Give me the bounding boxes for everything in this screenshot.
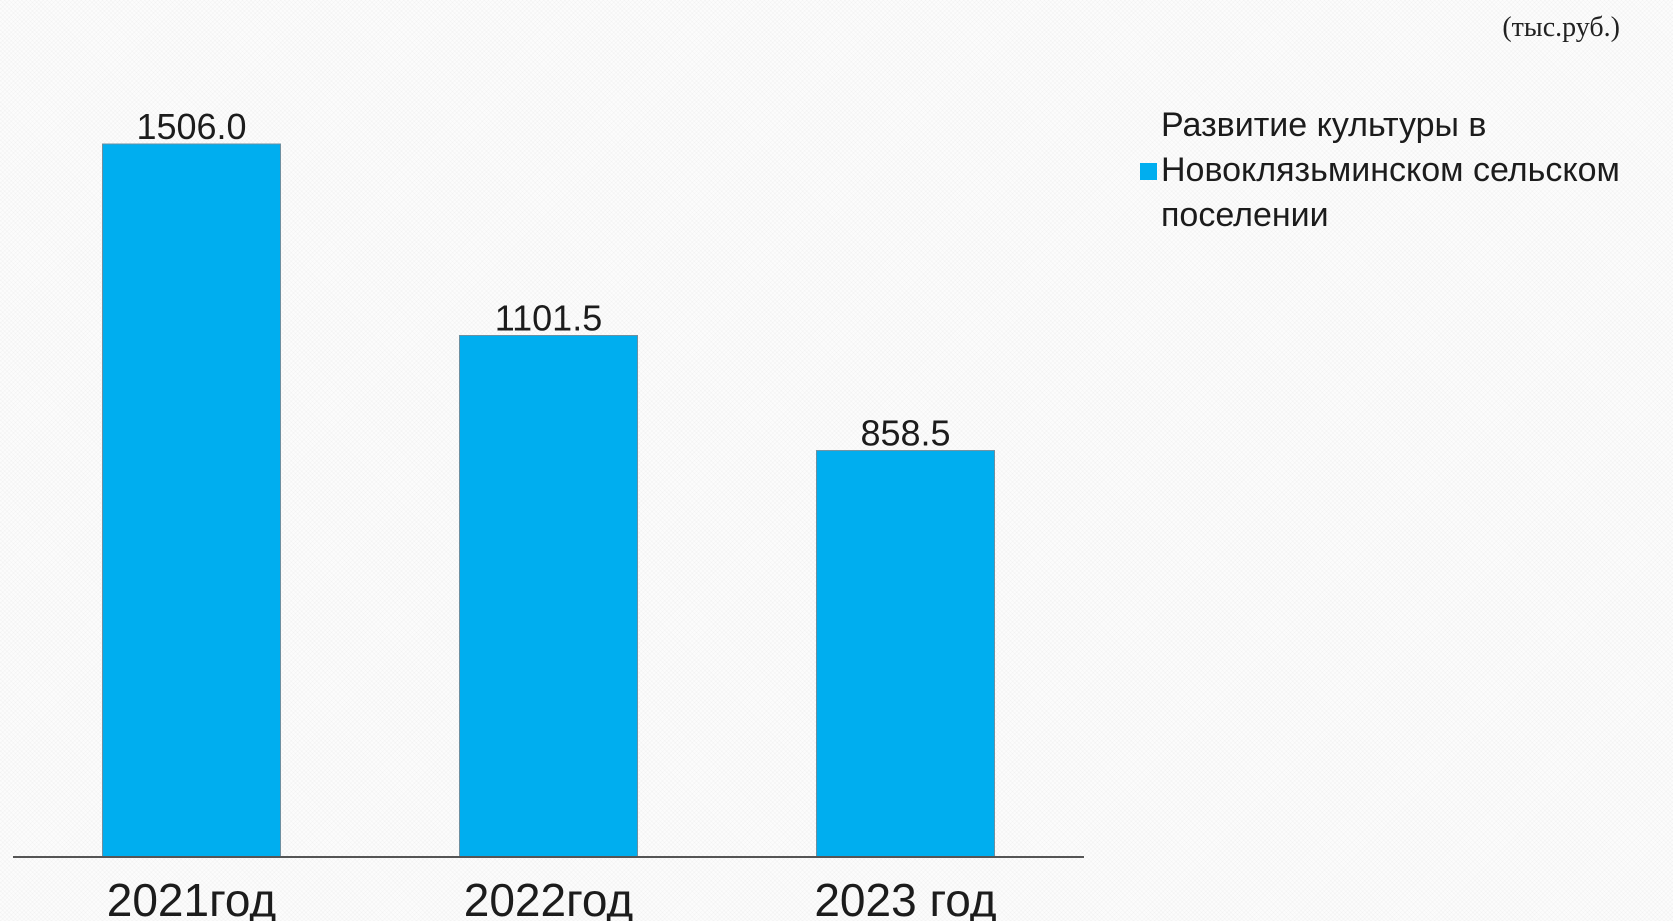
legend: Развитие культуры в Новоклязьминском сел… bbox=[1140, 103, 1670, 238]
x-tick-label-1: 2021год bbox=[107, 874, 277, 921]
bar-3 bbox=[817, 451, 995, 857]
legend-swatch bbox=[1140, 163, 1157, 180]
data-label-3: 858.5 bbox=[860, 413, 950, 454]
x-tick-label-3: 2023 год bbox=[814, 874, 996, 921]
bar-2 bbox=[460, 336, 638, 857]
data-label-2: 1101.5 bbox=[495, 298, 602, 339]
unit-label: (тыс.руб.) bbox=[1440, 12, 1620, 44]
data-label-1: 1506.0 bbox=[136, 106, 246, 147]
bar-1 bbox=[103, 144, 281, 857]
legend-label: Развитие культуры в Новоклязьминском сел… bbox=[1161, 103, 1620, 238]
x-tick-label-2: 2022год bbox=[464, 874, 634, 921]
bar-chart: 1506.0 2021год 1101.5 2022год 858.5 2023 год bbox=[0, 0, 1100, 921]
